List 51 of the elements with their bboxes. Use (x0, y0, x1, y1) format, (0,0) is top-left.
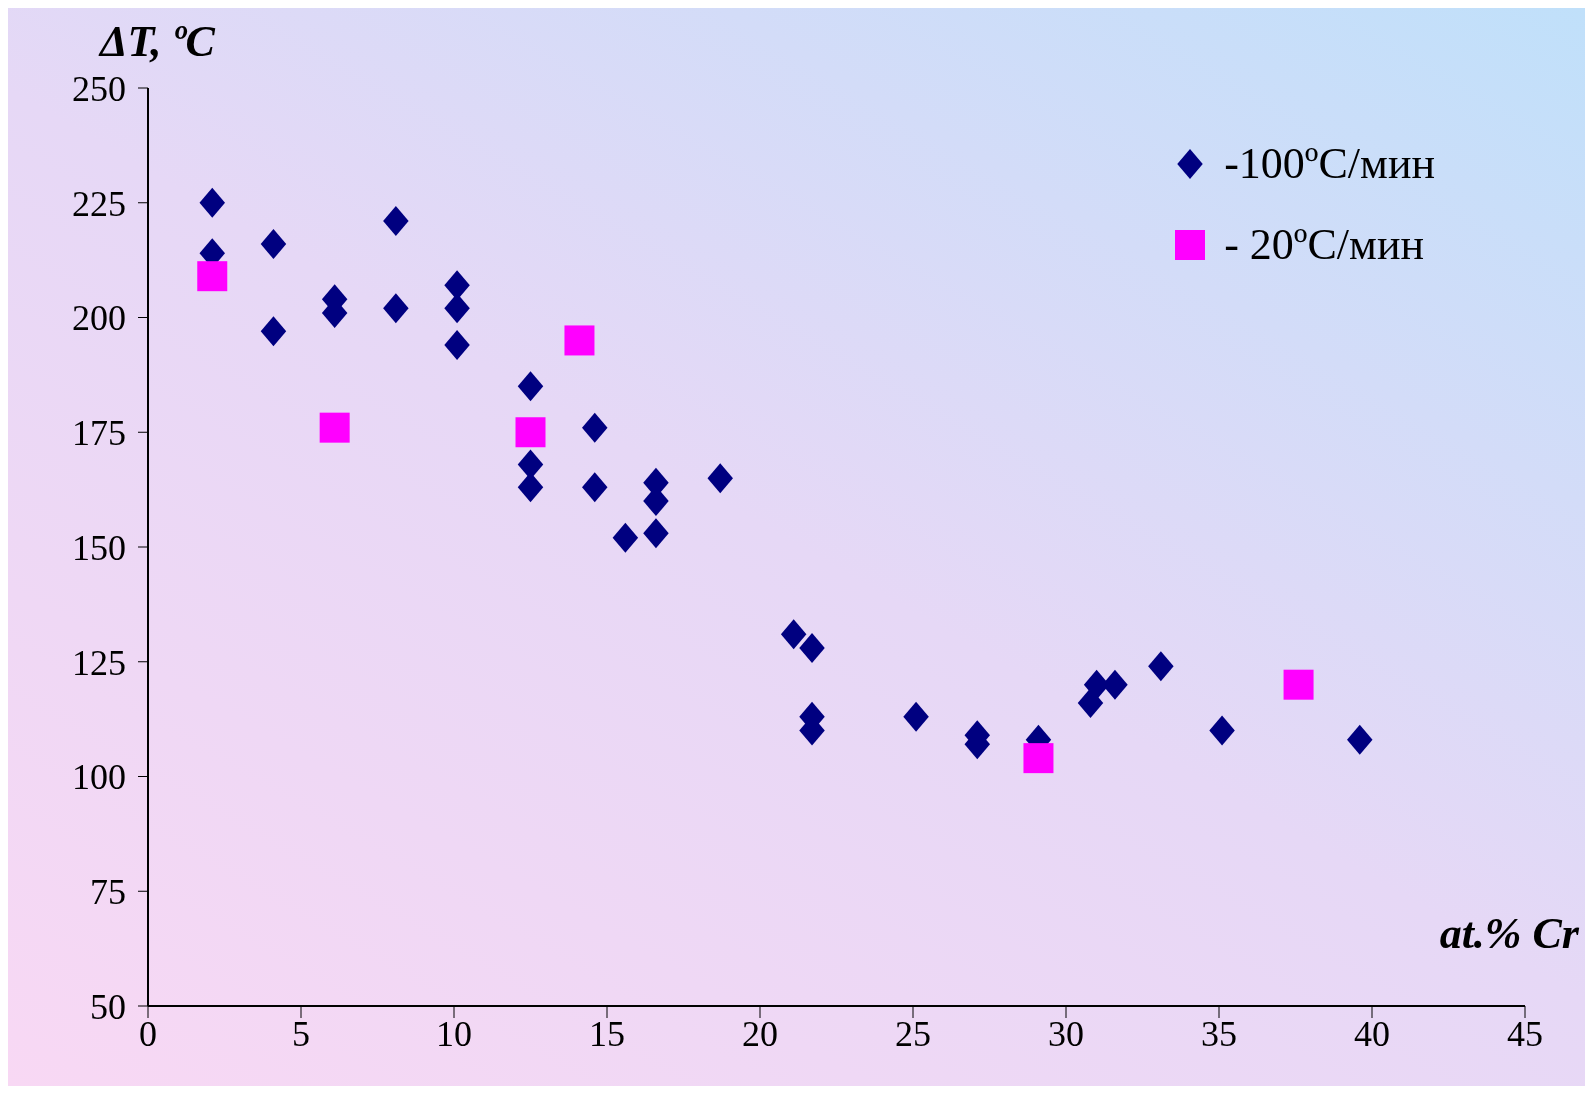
point (517, 472, 544, 503)
y-tick-label: 150 (72, 527, 126, 568)
point (383, 206, 409, 237)
y-tick-label: 100 (72, 757, 126, 798)
point (260, 316, 287, 347)
point (903, 701, 929, 732)
point (1102, 669, 1128, 700)
x-tick-label: 15 (589, 1013, 625, 1054)
point (1077, 688, 1104, 719)
x-axis-title: at.% Cr (1439, 908, 1579, 959)
point (383, 293, 409, 324)
point (199, 187, 226, 218)
x-tick-label: 0 (139, 1013, 157, 1054)
x-tick-label: 45 (1507, 1013, 1543, 1054)
y-tick-label: 225 (72, 183, 126, 224)
x-tick-label: 5 (292, 1013, 310, 1054)
y-tick-label: 125 (72, 642, 126, 683)
y-tick-label: 200 (72, 298, 126, 339)
x-tick-label: 25 (895, 1013, 931, 1054)
legend-label: - 20ºC/мин (1224, 219, 1424, 270)
point (515, 417, 546, 448)
point (582, 412, 608, 443)
point (1148, 651, 1174, 682)
y-tick-label: 175 (72, 413, 126, 454)
x-tick-label: 40 (1354, 1013, 1390, 1054)
y-tick-label: 50 (90, 986, 126, 1027)
x-tick-label: 30 (1048, 1013, 1084, 1054)
x-tick-label: 35 (1201, 1013, 1237, 1054)
point (707, 463, 733, 494)
y-tick-label: 250 (72, 68, 126, 109)
point (582, 472, 608, 503)
legend-label: -100ºC/мин (1224, 138, 1435, 189)
point (564, 325, 595, 356)
x-tick-label: 20 (742, 1013, 778, 1054)
point (517, 371, 544, 402)
point (612, 522, 639, 553)
point (799, 632, 825, 663)
point (319, 412, 350, 443)
point (1347, 724, 1373, 755)
point (1023, 743, 1054, 774)
y-axis-title: ΔT, ºC (100, 16, 215, 67)
point (444, 293, 470, 324)
point (780, 619, 807, 650)
y-tick-label: 75 (90, 872, 126, 913)
point (643, 518, 669, 549)
point (1283, 669, 1314, 700)
point (260, 229, 287, 260)
point (444, 330, 470, 361)
point (1209, 715, 1235, 746)
point (197, 261, 228, 292)
x-tick-label: 10 (436, 1013, 472, 1054)
